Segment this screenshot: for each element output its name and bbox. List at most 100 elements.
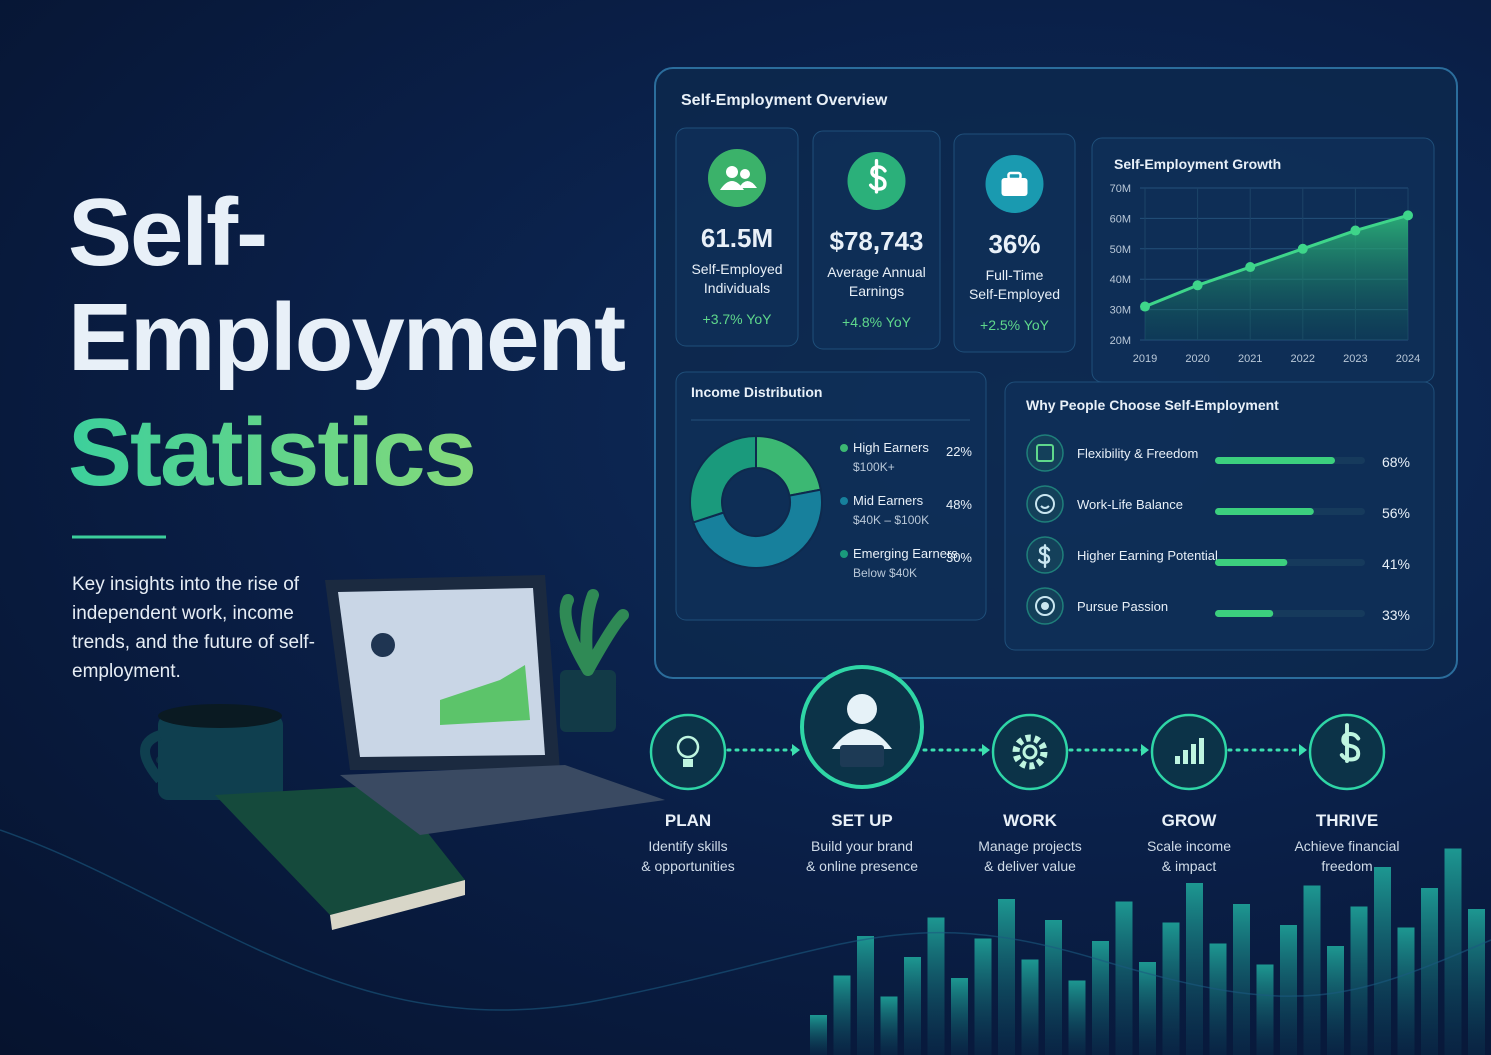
decor-wave [0, 829, 1491, 1011]
kpi-change: +3.7% YoY [703, 311, 773, 327]
y-tick-label: 30M [1110, 305, 1131, 317]
x-tick-label: 2024 [1396, 353, 1420, 365]
icon-part [1035, 596, 1055, 616]
y-tick-label: 20M [1110, 335, 1131, 347]
decor-bar [833, 975, 851, 1055]
step-title: PLAN [665, 811, 711, 830]
reason-icon [1026, 485, 1064, 523]
step-text: & impact [1162, 858, 1217, 874]
point [1403, 210, 1413, 221]
dollar-icon [1037, 544, 1051, 569]
chart-title: Self-Employment Growth [1114, 156, 1281, 172]
step-title: GROW [1162, 811, 1218, 830]
wedge [689, 434, 757, 524]
y-tick-label: 60M [1110, 213, 1131, 225]
legend-sublabel: Below $40K [853, 566, 917, 580]
point [1350, 225, 1361, 236]
step-circle [800, 665, 924, 789]
area [1145, 215, 1408, 340]
decor-bar [998, 899, 1015, 1055]
decor-bar [1374, 867, 1391, 1055]
point [1192, 280, 1203, 291]
kpi-label: Self-Employed [969, 286, 1060, 302]
decor-bar [880, 996, 898, 1055]
bar [1215, 457, 1335, 464]
desk-illustration [140, 575, 665, 930]
icon-part [683, 759, 693, 767]
x-tick-label: 2022 [1291, 353, 1315, 365]
kpi-icon [708, 149, 766, 207]
legend-sublabel: $100K+ [853, 460, 895, 474]
decor-bar [927, 917, 945, 1055]
icon-part [1183, 750, 1188, 764]
step-title: WORK [1003, 811, 1058, 830]
legend-sublabel: $40K – $100K [853, 513, 929, 527]
y-tick-label: 70M [1110, 183, 1131, 195]
point [1245, 262, 1256, 273]
legend-dot [840, 550, 848, 558]
dollar-icon [868, 159, 887, 194]
decor-bar [1021, 959, 1039, 1055]
legend-label: High Earners [853, 440, 929, 455]
arrowhead [1299, 744, 1307, 756]
chart-title: Income Distribution [691, 384, 822, 400]
bar-label: Flexibility & Freedom [1077, 446, 1198, 461]
value-label: 30% [946, 550, 972, 565]
icon-part [832, 729, 892, 749]
decor [0, 829, 1491, 1055]
kpi-change: +4.8% YoY [842, 314, 912, 330]
dollar-icon [1339, 723, 1361, 763]
legend-label: Mid Earners [853, 493, 924, 508]
kpi-value: 61.5M [701, 223, 773, 253]
x-tick-label: 2023 [1343, 353, 1367, 365]
decor-bar [1092, 941, 1109, 1055]
step-circle [991, 713, 1069, 791]
wedge [691, 488, 823, 569]
value-label: 22% [946, 444, 972, 459]
card [1004, 381, 1435, 651]
bar [1215, 508, 1314, 515]
decor-bar [1233, 904, 1250, 1055]
dashboard-title: Self-Employment Overview [681, 92, 888, 109]
step-text: Achieve financial [1294, 838, 1399, 854]
arrowhead [1141, 744, 1149, 756]
kpi-label: Self-Employed [691, 261, 782, 277]
card [812, 130, 941, 350]
icon-part [1001, 178, 1028, 196]
kpi-value: 36% [988, 229, 1040, 259]
value-label: 68% [1382, 454, 1410, 470]
decor-bar [1045, 920, 1062, 1055]
step-title: THRIVE [1316, 811, 1378, 830]
decor-bar [1186, 883, 1203, 1055]
step-circle [1150, 713, 1228, 791]
bar [1215, 559, 1288, 566]
y-tick-label: 50M [1110, 244, 1131, 256]
decor-bar [974, 938, 992, 1055]
title-line: Employment [68, 284, 625, 391]
icon-part [676, 735, 700, 759]
point [1140, 301, 1150, 312]
decor-bar [1115, 901, 1133, 1055]
icon-part [847, 694, 877, 724]
value-label: 56% [1382, 505, 1410, 521]
icon-part [1175, 756, 1180, 764]
value-label: 33% [1382, 607, 1410, 623]
bar [1215, 610, 1274, 617]
icon-part [726, 166, 738, 178]
decor-bar [1068, 980, 1086, 1055]
decor-bar [1468, 909, 1485, 1055]
x-tick-label: 2021 [1238, 353, 1262, 365]
description: Key insights into the rise of independen… [72, 574, 315, 682]
kpi-label: Individuals [704, 280, 770, 296]
title-line: Self- [68, 179, 266, 286]
decor-bar [810, 1015, 827, 1055]
title-line: Statistics [68, 399, 475, 506]
step-text: freedom [1321, 858, 1372, 874]
legend-dot [840, 497, 848, 505]
icon-part [740, 169, 750, 179]
icon-part [1022, 744, 1038, 760]
decor-bar [951, 978, 968, 1055]
step-text: & deliver value [984, 858, 1076, 874]
